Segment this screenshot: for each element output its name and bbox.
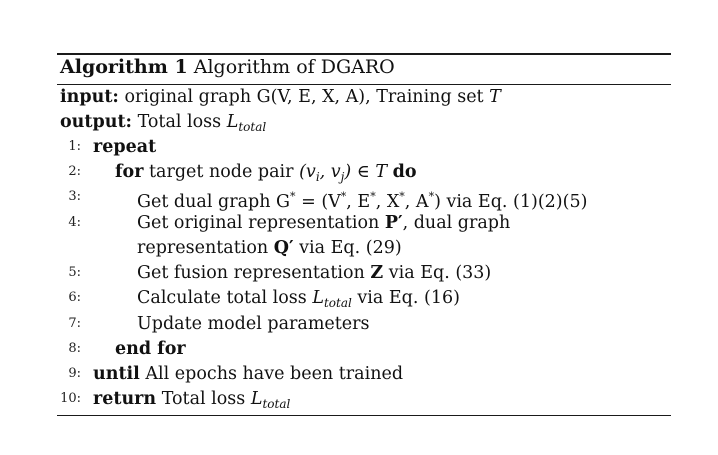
in-set: ∈ T <box>356 162 388 182</box>
line-number: 8: <box>68 341 81 356</box>
output-line: output: Total loss Ltotal <box>60 111 266 138</box>
input-text: original graph G(V, E, X, A), Training s… <box>124 87 484 107</box>
input-line: input: original graph G(V, E, X, A), Tra… <box>60 86 501 108</box>
output-text: Total loss <box>137 112 222 132</box>
line-number: 9: <box>68 366 81 381</box>
return-keyword: return <box>93 389 157 409</box>
line-number: 7: <box>68 316 81 331</box>
symbol-p: P′ <box>384 213 403 233</box>
step-fusion: Get fusion representation Z via Eq. (33) <box>137 263 492 283</box>
line-number: 2: <box>68 164 81 179</box>
step-repeat: repeat <box>93 136 156 158</box>
input-set: T <box>489 87 501 107</box>
symbol-q: Q′ <box>273 238 294 258</box>
loss-subscript: total <box>238 120 267 134</box>
repeat-keyword: repeat <box>93 137 157 157</box>
line-number: 4: <box>68 215 81 230</box>
top-rule <box>57 53 671 55</box>
line-number: 6: <box>68 290 81 305</box>
bottom-rule <box>57 415 671 416</box>
step-loss: Calculate total loss Ltotal via Eq. (16) <box>137 288 460 310</box>
line-number: 10: <box>60 391 81 406</box>
until-keyword: until <box>93 364 140 384</box>
algorithm-caption: Algorithm 1 Algorithm of DGARO <box>60 56 395 78</box>
step-update: Update model parameters <box>137 314 370 334</box>
algorithm-label: Algorithm 1 <box>60 56 188 78</box>
input-keyword: input: <box>60 87 119 107</box>
symbol-z: Z <box>370 263 384 283</box>
step-return: return Total loss Ltotal <box>93 389 291 411</box>
for-keyword: for <box>115 162 144 182</box>
loss-symbol: L <box>226 112 239 132</box>
caption-rule <box>57 84 671 85</box>
node-pair: (vi, vj) <box>299 162 352 184</box>
output-keyword: output: <box>60 112 132 132</box>
line-number: 5: <box>68 265 81 280</box>
line-number: 3: <box>68 189 81 204</box>
line-number: 1: <box>68 139 81 154</box>
step-representation-cont: representation Q′ via Eq. (29) <box>137 238 402 258</box>
end-for-keyword: end for <box>115 339 186 359</box>
step-for: for target node pair (vi, vj) ∈ T do <box>115 161 417 188</box>
do-keyword: do <box>392 162 417 182</box>
algorithm-title: Algorithm of DGARO <box>193 56 395 78</box>
step-until: until All epochs have been trained <box>93 364 404 384</box>
step-representation: Get original representation P′, dual gra… <box>137 213 511 233</box>
step-end-for: end for <box>115 338 186 360</box>
for-text: target node pair <box>149 162 294 182</box>
step-dual-graph: Get dual graph G* = (V*, E*, X*, A*) via… <box>137 190 588 212</box>
